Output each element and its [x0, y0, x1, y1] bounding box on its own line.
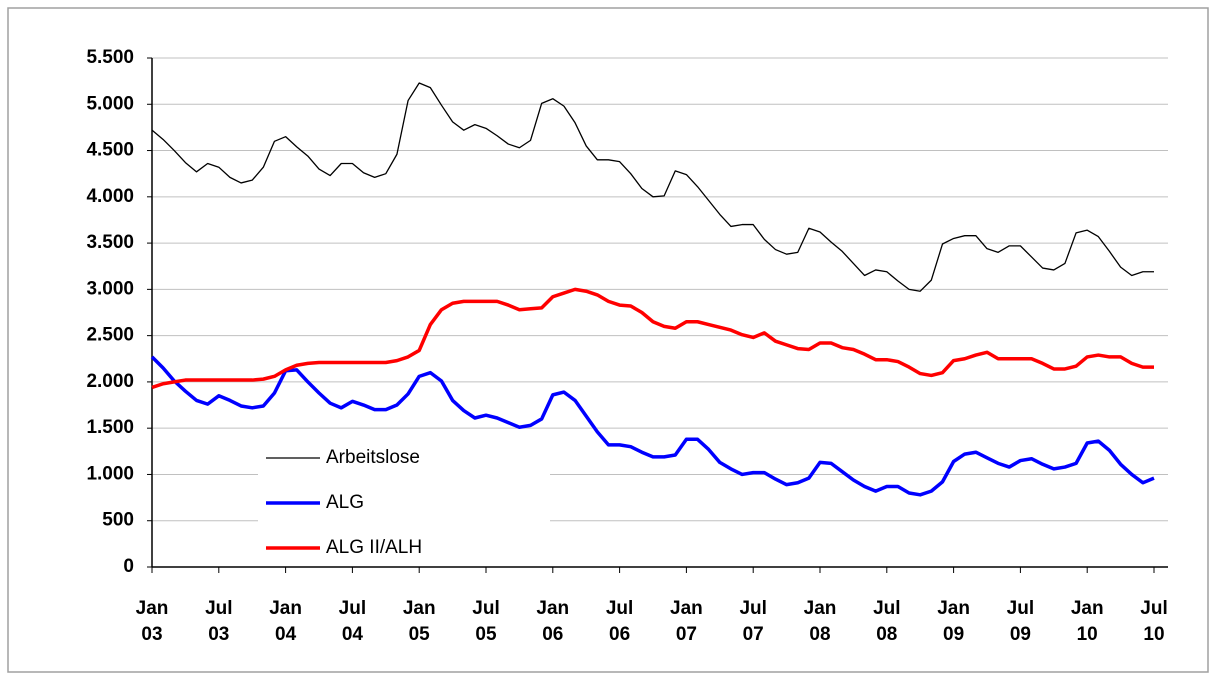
- y-tick-label: 2.500: [86, 325, 134, 346]
- x-tick-label: Jul 06: [605, 598, 634, 645]
- x-tick-label: Jul 04: [338, 598, 367, 645]
- y-tick-label: 5.000: [86, 93, 134, 114]
- x-tick-label: Jul 09: [1006, 598, 1035, 645]
- chart-frame: [7, 7, 1209, 673]
- x-tick-label: Jul 08: [873, 598, 901, 645]
- legend-box: [258, 432, 550, 562]
- x-tick-label: Jan 03: [135, 598, 169, 645]
- x-tick-label: Jan 09: [937, 598, 970, 645]
- y-tick-label: 1.500: [86, 417, 134, 438]
- x-tick-label: Jul 07: [739, 598, 767, 645]
- line-series: [150, 355, 1155, 497]
- x-tick-label: Jul 05: [472, 598, 500, 645]
- line-series: [151, 82, 1154, 292]
- y-tick-label: 4.000: [86, 186, 134, 207]
- y-tick-label: 1.000: [86, 463, 134, 484]
- x-tick-label: Jan 04: [269, 598, 302, 645]
- x-tick-label: Jan 06: [536, 598, 570, 645]
- y-tick-label: 5.500: [86, 47, 134, 68]
- x-tick-label: Jan 05: [402, 598, 436, 645]
- y-tick-label: 500: [102, 510, 134, 531]
- x-tick-label: Jan 07: [670, 598, 703, 645]
- y-tick-label: 3.000: [86, 278, 134, 299]
- x-tick-label: Jan 10: [1070, 598, 1104, 645]
- x-tick-label: Jul 10: [1140, 598, 1168, 645]
- y-tick-label: 0: [123, 556, 134, 577]
- x-tick-label: Jul 03: [205, 598, 233, 645]
- y-tick-label: 3.500: [86, 232, 134, 253]
- y-tick-label: 2.000: [86, 371, 134, 392]
- legend-label: ALG II/ALH: [326, 537, 422, 558]
- x-tick-label: Jan 08: [803, 598, 837, 645]
- legend-label: ALG: [326, 492, 364, 513]
- legend-label: Arbeitslose: [326, 447, 420, 468]
- y-tick-label: 4.500: [86, 140, 134, 161]
- line-series: [151, 287, 1154, 390]
